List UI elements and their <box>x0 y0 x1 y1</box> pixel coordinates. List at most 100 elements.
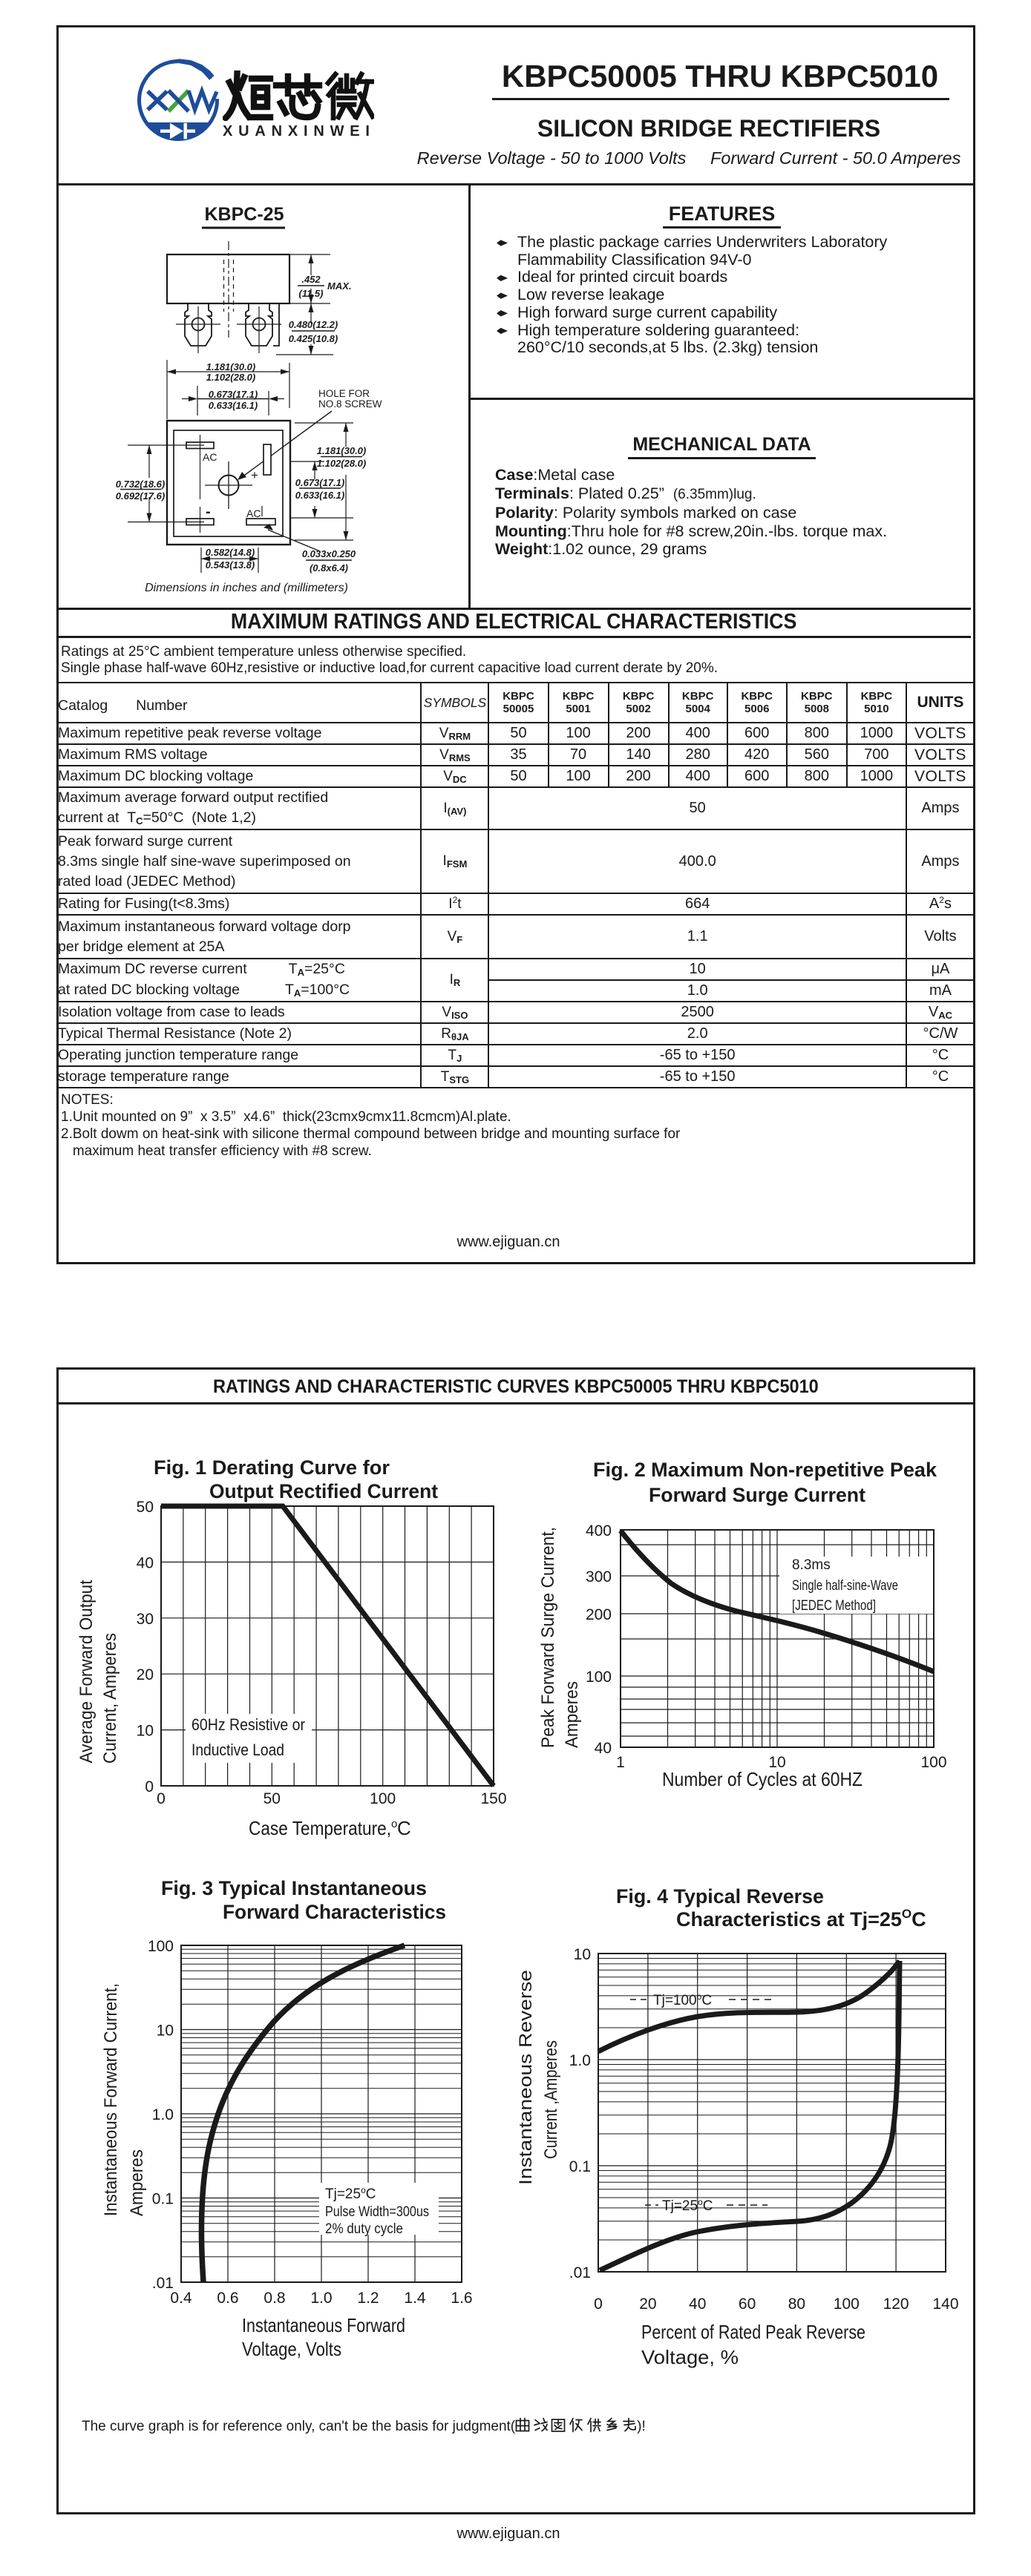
svg-text:.452: .452 <box>301 274 321 285</box>
svg-text:1.102(28.0): 1.102(28.0) <box>206 372 256 383</box>
svg-text:10: 10 <box>574 1946 591 1963</box>
svg-text:0: 0 <box>145 1778 154 1795</box>
svg-text:0.1: 0.1 <box>152 2191 174 2208</box>
svg-text:1.102(28.0): 1.102(28.0) <box>317 458 367 469</box>
svg-text:10: 10 <box>157 2023 174 2040</box>
svg-text:1.6: 1.6 <box>451 2290 472 2307</box>
svg-text:-: - <box>206 504 211 520</box>
svg-text:0.633(16.1): 0.633(16.1) <box>295 490 345 501</box>
svg-text:0.4: 0.4 <box>170 2290 192 2307</box>
svg-text:8.3ms: 8.3ms <box>792 1557 831 1573</box>
svg-text:Forward Surge Current: Forward Surge Current <box>649 1484 865 1506</box>
svg-text:Inductive Load: Inductive Load <box>192 1741 284 1759</box>
svg-text:20: 20 <box>639 2296 656 2313</box>
svg-text:o: o <box>391 1818 397 1830</box>
svg-text:Fig. 1 Derating Curve for: Fig. 1 Derating Curve for <box>154 1456 390 1479</box>
svg-text:0.033x0.250: 0.033x0.250 <box>302 548 356 559</box>
svg-text:MAX.: MAX. <box>327 280 352 292</box>
svg-text:KBPC-25: KBPC-25 <box>205 204 284 225</box>
svg-text:(0.8x6.4): (0.8x6.4) <box>310 562 348 574</box>
svg-text:2% duty cycle: 2% duty cycle <box>325 2221 403 2237</box>
svg-text:120: 120 <box>883 2296 909 2313</box>
svg-text:Voltage, %: Voltage, % <box>641 2346 739 2368</box>
svg-text:1.0: 1.0 <box>569 2052 591 2069</box>
svg-text:Characteristics at Tj=25OC: Characteristics at Tj=25OC <box>676 1907 926 1931</box>
svg-text:Average Forward Output: Average Forward Output <box>76 1580 96 1763</box>
svg-text:Fig. 3 Typical Instantaneous: Fig. 3 Typical Instantaneous <box>161 1877 427 1899</box>
svg-text:100: 100 <box>148 1938 174 1955</box>
svg-text:30: 30 <box>137 1611 154 1628</box>
svg-text:0.582(14.8): 0.582(14.8) <box>206 547 255 558</box>
svg-text:+: + <box>251 468 258 482</box>
svg-text:Case Temperature,: Case Temperature, <box>249 1817 391 1839</box>
svg-text:1.0: 1.0 <box>310 2290 332 2307</box>
svg-text:20: 20 <box>137 1666 154 1683</box>
svg-text:Instantaneous Forward: Instantaneous Forward <box>242 2314 405 2336</box>
svg-text:Amperes: Amperes <box>127 2149 147 2216</box>
svg-text:100: 100 <box>370 1790 396 1807</box>
svg-text:140: 140 <box>932 2296 958 2313</box>
svg-text:50: 50 <box>264 1790 281 1807</box>
svg-text:0: 0 <box>594 2296 603 2313</box>
svg-text:40: 40 <box>689 2296 706 2313</box>
svg-text:1: 1 <box>616 1754 625 1771</box>
svg-text:Tj=100oC: Tj=100oC <box>653 1991 712 2008</box>
svg-text:C: C <box>397 1817 411 1839</box>
svg-text:50: 50 <box>137 1499 154 1516</box>
svg-text:Forward Characteristics: Forward Characteristics <box>223 1901 446 1923</box>
svg-text:10: 10 <box>137 1723 154 1740</box>
svg-text:40: 40 <box>137 1554 154 1571</box>
svg-text:80: 80 <box>788 2296 805 2313</box>
svg-text:.01: .01 <box>152 2275 174 2292</box>
svg-text:0.732(18.6): 0.732(18.6) <box>116 479 166 490</box>
svg-text:0.425(10.8): 0.425(10.8) <box>289 333 338 344</box>
svg-text:150: 150 <box>480 1790 506 1807</box>
svg-text:AC: AC <box>203 451 217 463</box>
svg-text:40: 40 <box>595 1740 612 1757</box>
svg-text:Tj=25oC: Tj=25oC <box>662 2197 713 2214</box>
svg-text:0.480(12.2): 0.480(12.2) <box>289 319 338 330</box>
svg-text:Percent of Rated Peak Reverse: Percent of Rated Peak Reverse <box>641 2321 865 2343</box>
svg-text:Current ,Amperes: Current ,Amperes <box>541 2040 561 2159</box>
svg-text:Output Rectified Current: Output Rectified Current <box>209 1480 438 1502</box>
svg-text:Fig. 4 Typical Reverse: Fig. 4 Typical Reverse <box>616 1885 824 1908</box>
svg-text:10: 10 <box>768 1754 785 1771</box>
svg-text:Amperes: Amperes <box>562 1681 582 1748</box>
svg-text:Single half-sine-Wave: Single half-sine-Wave <box>792 1578 898 1594</box>
svg-text:.01: .01 <box>569 2264 591 2281</box>
svg-text:Number of Cycles at 60HZ: Number of Cycles at 60HZ <box>662 1768 863 1790</box>
svg-text:Pulse Width=300us: Pulse Width=300us <box>325 2204 429 2220</box>
svg-text:0.6: 0.6 <box>217 2290 238 2307</box>
svg-text:100: 100 <box>834 2296 860 2313</box>
svg-text:100: 100 <box>920 1754 946 1771</box>
svg-text:100: 100 <box>586 1669 612 1686</box>
svg-text:0.673(17.1): 0.673(17.1) <box>209 389 258 400</box>
svg-text:Dimensions in inches and (mill: Dimensions in inches and (millimeters) <box>145 582 348 594</box>
svg-text:Peak Forward Surge Current,: Peak Forward Surge Current, <box>538 1527 558 1748</box>
svg-text:0.673(17.1): 0.673(17.1) <box>295 477 345 488</box>
svg-text:0.692(17.6): 0.692(17.6) <box>116 490 166 502</box>
svg-text:0.543(13.8): 0.543(13.8) <box>206 559 255 571</box>
svg-text:200: 200 <box>586 1606 612 1623</box>
svg-text:Voltage, Volts: Voltage, Volts <box>242 2338 341 2360</box>
svg-text:(11.5): (11.5) <box>299 288 324 299</box>
svg-text:Fig. 2 Maximum Non-repetitive: Fig. 2 Maximum Non-repetitive Peak <box>593 1459 937 1481</box>
svg-text:400: 400 <box>586 1522 612 1540</box>
svg-text:Instantaneous Forward Current,: Instantaneous Forward Current, <box>101 1983 121 2216</box>
svg-text:Instantaneous Reverse: Instantaneous Reverse <box>516 1970 536 2185</box>
svg-text:60: 60 <box>739 2296 756 2313</box>
svg-text:300: 300 <box>586 1568 612 1586</box>
svg-text:HOLE FOR: HOLE FOR <box>318 388 370 399</box>
svg-text:Tj=25oC: Tj=25oC <box>325 2185 376 2202</box>
svg-text:Current, Amperes: Current, Amperes <box>100 1633 120 1764</box>
svg-text:0.8: 0.8 <box>264 2290 285 2307</box>
svg-text:[JEDEC Method]: [JEDEC Method] <box>792 1598 876 1614</box>
svg-text:AC: AC <box>246 507 261 519</box>
svg-text:1.0: 1.0 <box>152 2106 174 2123</box>
svg-text:1.181(30.0): 1.181(30.0) <box>317 445 367 456</box>
svg-text:1.181(30.0): 1.181(30.0) <box>206 361 256 372</box>
svg-text:1.2: 1.2 <box>357 2290 379 2307</box>
svg-text:1.4: 1.4 <box>404 2290 426 2307</box>
svg-text:60Hz Resistive or: 60Hz Resistive or <box>192 1715 305 1734</box>
svg-text:0.633(16.1): 0.633(16.1) <box>209 400 258 411</box>
